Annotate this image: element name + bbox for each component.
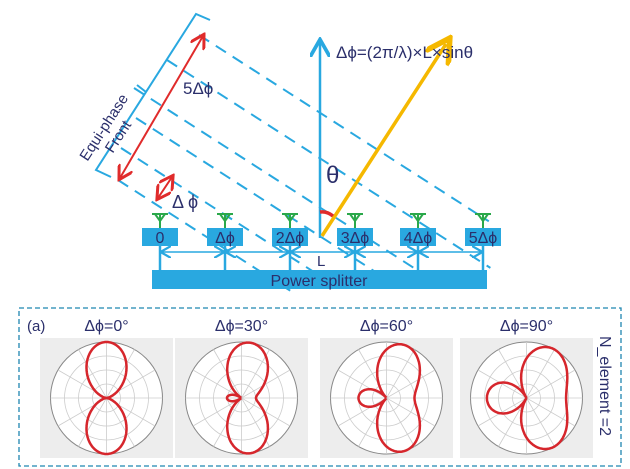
phase-shifter [142,228,178,246]
phase-shifter [400,228,436,246]
radiation-pattern [485,345,569,451]
beam-direction-arrow [320,44,446,237]
polar-grid-spoke [358,349,415,447]
power-splitter-label: Power splitter [271,273,369,290]
antenna-icon [475,213,491,228]
n-element-label: N_element =2 [596,336,613,436]
phase-shifter [465,228,501,246]
five-dphi-label: 5Δϕ [183,79,213,98]
plot-title: Δϕ=0° [84,318,128,335]
theta-label: θ [326,162,339,189]
antenna-element: 0 [142,213,178,270]
phase-shifter [337,228,373,246]
antenna-element: Δϕ [207,213,243,270]
dphi-arrow [158,177,172,198]
antenna-element: 5Δϕ [465,213,501,270]
phase-label: Δϕ [215,230,235,247]
polar-plot: Δϕ=60° [320,318,453,458]
formula-label: Δϕ=(2π/λ)×L×sinθ [336,43,473,62]
polar-plot: Δϕ=30° [175,318,308,458]
plot-title: Δϕ=30° [215,318,268,335]
antenna-icon [410,213,426,228]
phase-label: 4Δϕ [404,230,433,247]
antenna-element: 4Δϕ [400,213,436,270]
equi-phase-line [166,59,491,269]
pattern-panel [18,307,622,467]
phase-label: 2Δϕ [276,230,305,247]
antenna-icon [217,213,233,228]
antenna-icon [347,213,363,228]
antenna-icon [282,213,298,228]
polar-grid-spoke [213,349,270,447]
antenna-icon [152,213,168,228]
panel-tag: (a) [27,318,45,335]
equi-phase-line [198,34,490,223]
equi-phase-line [133,87,425,276]
radiation-pattern [357,342,422,454]
equi-phase-label: Equi-phaseFront [76,91,146,173]
phase-label: 0 [156,230,165,247]
polar-plot: Δϕ=90° [460,318,593,458]
theta-arc [319,210,335,218]
phase-shifter [272,228,308,246]
polar-plot: Δϕ=0° [40,318,173,458]
equi-phase-line [135,117,402,289]
antenna-element: 2Δϕ [272,213,308,270]
plot-title: Δϕ=60° [360,318,413,335]
radiation-pattern [225,341,270,455]
antenna-element: 3Δϕ [337,213,373,270]
five-dphi-arrow [120,36,203,178]
phase-label: 3Δϕ [341,230,370,247]
power-splitter [152,270,487,289]
dphi-label: Δ ϕ [172,192,198,212]
plot-title: Δϕ=90° [500,318,553,335]
phase-shifter [207,228,243,246]
phase-label: 5Δϕ [469,230,498,247]
radiation-pattern [85,340,128,456]
spacing-label: L [317,253,325,270]
